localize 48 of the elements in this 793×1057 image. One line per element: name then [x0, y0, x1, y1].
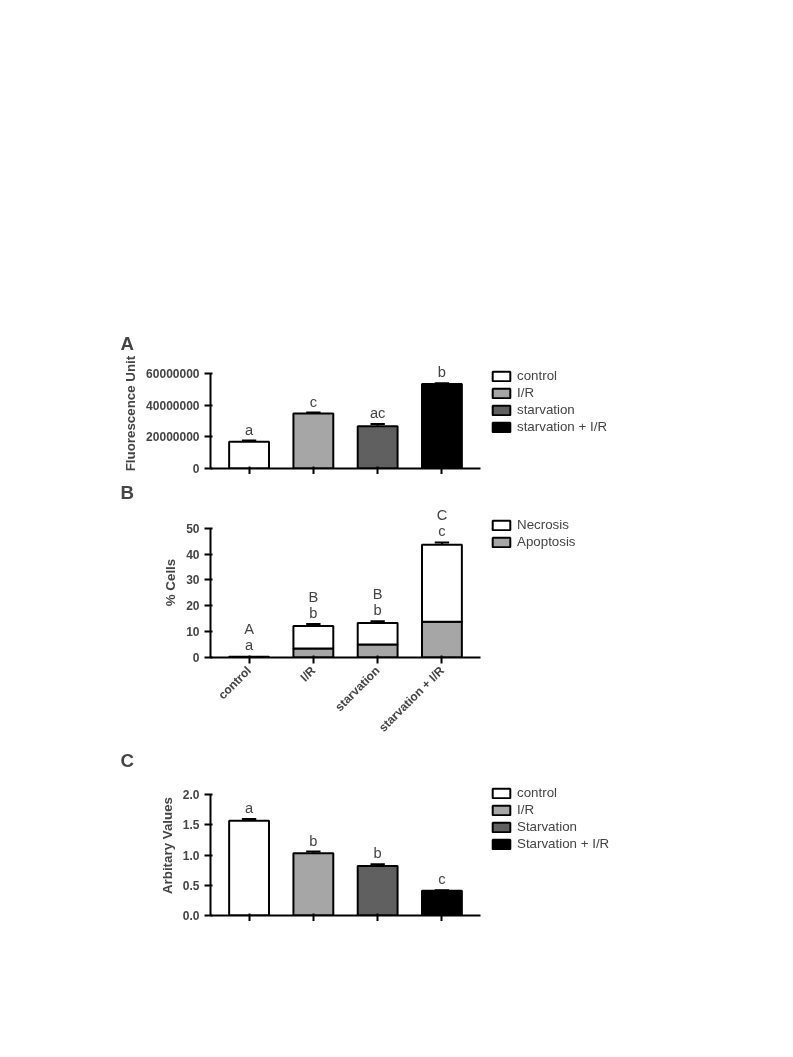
legend-label: control [517, 785, 558, 800]
y-tick-label: 20000000 [146, 430, 200, 445]
annotation: b [373, 845, 382, 862]
annotation: a [245, 421, 254, 438]
annotation: B [308, 588, 319, 605]
y-tick-label: 0.0 [182, 909, 200, 923]
annotation: ac [369, 404, 386, 421]
annotation: a [245, 799, 254, 816]
annotation: b [437, 364, 447, 381]
legend-label: I/R [517, 385, 536, 400]
legend-label: Starvation + I/R [517, 836, 610, 851]
legend-label: starvation [517, 402, 575, 417]
annotation: c [438, 871, 446, 888]
chart-title: A [120, 332, 134, 354]
y-tick-label: 1.0 [182, 848, 200, 863]
annotation: B [372, 586, 383, 603]
y-tick-label: 0.5 [182, 878, 200, 893]
y-axis-title: Arbitary Values [159, 796, 175, 895]
text: Apoptosis [517, 534, 576, 549]
legend-label: Starvation [517, 819, 578, 834]
y-tick-label: 2.0 [182, 788, 200, 803]
y-tick-label: 40000000 [146, 398, 200, 413]
annotation: c [438, 523, 446, 540]
chart-title: B [120, 481, 134, 503]
annotation: c [309, 393, 318, 410]
y-axis-title: % Cells [163, 558, 179, 607]
y-tick-label: 30 [186, 573, 200, 588]
legend-label: I/R [517, 802, 536, 817]
legend-label: control [517, 368, 558, 383]
annotation: b [373, 602, 382, 619]
y-tick-label: 40 [186, 547, 200, 562]
y-tick-label: 50 [186, 521, 200, 536]
y-tick-label: 60000000 [146, 367, 200, 382]
text: Necrosis [517, 517, 569, 532]
y-tick-label: 10 [186, 625, 200, 640]
x-tick-label: I/R [297, 663, 319, 685]
legend-label: starvation + I/R [517, 419, 608, 434]
annotation: b [309, 832, 318, 849]
y-axis-title: Fluorescence Unit [123, 355, 139, 472]
chart-title: C [120, 749, 134, 771]
annotation: b [309, 604, 318, 621]
y-tick-label: 0 [192, 462, 200, 476]
annotation: C [436, 507, 448, 524]
y-tick-label: 20 [186, 599, 200, 614]
annotation: A [244, 621, 255, 638]
annotation: a [245, 637, 254, 654]
y-tick-label: 0 [192, 651, 200, 665]
y-tick-label: 1.5 [182, 818, 200, 833]
